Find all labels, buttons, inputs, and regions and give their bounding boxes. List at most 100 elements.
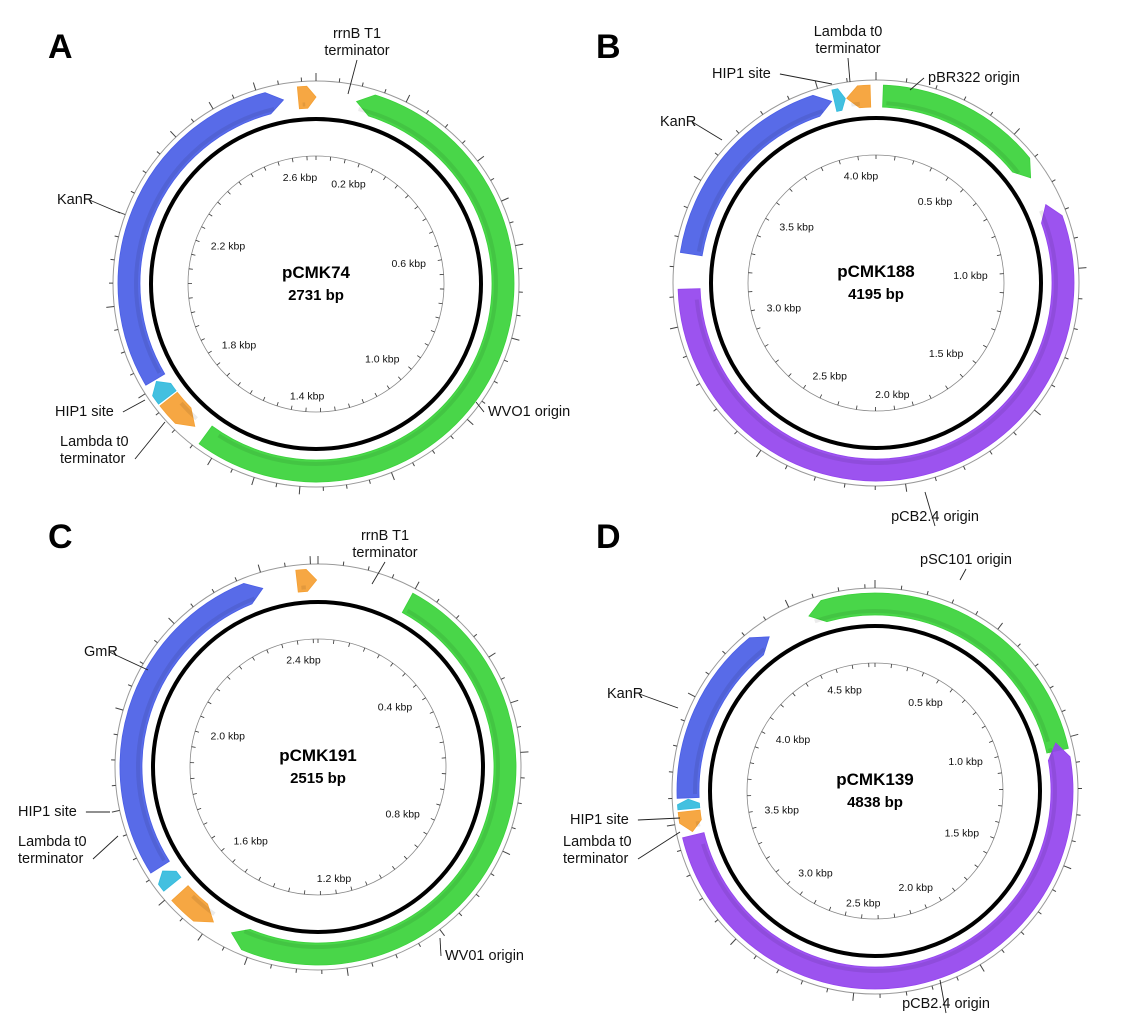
outer-tick	[1037, 911, 1042, 915]
outer-scale-ring	[114, 563, 522, 971]
inner-tick	[909, 909, 912, 914]
feature-shade	[134, 106, 275, 374]
tick-label: 2.2 kbp	[211, 241, 246, 253]
feature-pcb24	[677, 203, 1075, 482]
outer-tick	[695, 383, 700, 387]
inner-tick	[972, 202, 977, 207]
outer-tick	[698, 897, 703, 901]
label-leader-line	[89, 199, 121, 214]
feature-label-lambda: Lambda t0	[563, 834, 632, 850]
inner-tick	[200, 715, 205, 719]
outer-tick	[811, 593, 814, 598]
label-leader-line	[779, 73, 833, 85]
feature-kanr	[679, 94, 833, 257]
inner-tick	[195, 325, 200, 328]
inner-tick	[398, 376, 402, 380]
panel-letter: A	[48, 28, 73, 66]
inner-tick	[929, 394, 932, 399]
inner-tick	[435, 316, 440, 319]
inner-tick	[195, 239, 200, 242]
inner-tick	[374, 392, 378, 397]
outer-tick	[122, 834, 127, 837]
inner-tick	[422, 218, 427, 222]
inner-tick	[227, 676, 231, 680]
outer-tick	[687, 692, 696, 698]
outer-tick	[221, 946, 225, 951]
feature-label-hip1: HIP1 site	[55, 404, 114, 420]
outer-tick	[813, 476, 816, 481]
inner-tick	[430, 330, 435, 333]
outer-tick	[481, 400, 486, 404]
outer-tick	[905, 78, 908, 83]
inner-tick	[394, 185, 398, 189]
tick-label: 0.2 kbp	[331, 179, 366, 191]
outer-tick	[488, 652, 496, 658]
inner-tick	[761, 731, 766, 734]
feature-label-lambda: Lambda t0	[814, 24, 883, 40]
outer-tick	[511, 337, 520, 341]
outer-tick	[113, 733, 118, 736]
outer-tick	[490, 873, 495, 877]
inner-tick	[765, 217, 770, 221]
plasmid-map-b: B 0.5 kbp 1.0 kbp 1.5 kbp 2.0 kbp 2.5 kbp 3.0 …	[596, 24, 1087, 527]
outer-tick	[234, 577, 238, 582]
backbone-circle	[149, 117, 483, 451]
inner-tick	[764, 344, 769, 347]
outer-tick	[741, 632, 745, 636]
outer-tick	[395, 954, 398, 959]
inner-tick	[365, 881, 368, 886]
outer-tick	[158, 899, 166, 906]
panel-letter: C	[48, 518, 73, 556]
inner-tick	[835, 668, 838, 673]
outer-tick	[391, 574, 395, 579]
inner-tick	[828, 906, 832, 911]
inner-tick	[429, 711, 434, 714]
outer-tick	[784, 465, 788, 470]
inner-tick	[789, 188, 793, 192]
inner-tick	[238, 665, 243, 670]
inner-tick	[403, 855, 408, 860]
outer-tick	[138, 393, 146, 399]
inner-scale-ring	[746, 662, 1004, 920]
inner-tick	[439, 741, 444, 744]
inner-tick	[227, 191, 231, 195]
feature-label-kanr: KanR	[607, 686, 643, 702]
outer-tick	[963, 96, 967, 101]
feature-lambda	[171, 885, 215, 923]
outer-tick	[956, 976, 959, 981]
inner-tick	[379, 874, 382, 879]
outer-tick	[466, 418, 474, 426]
outer-tick	[509, 221, 514, 224]
feature-label-pcb24: pCB2.4 origin	[891, 509, 979, 525]
outer-tick	[170, 130, 177, 138]
outer-tick	[270, 964, 272, 969]
inner-tick	[424, 343, 429, 346]
inner-tick	[263, 166, 267, 171]
inner-tick	[750, 762, 755, 764]
inner-tick	[820, 167, 824, 172]
outer-tick	[1073, 236, 1078, 239]
inner-tick	[216, 362, 221, 366]
inner-tick	[906, 667, 909, 672]
outer-tick	[979, 964, 985, 972]
tick-label: 0.6 kbp	[392, 258, 427, 270]
inner-tick	[952, 887, 956, 892]
tick-label: 4.5 kbp	[827, 685, 862, 697]
inner-tick	[191, 311, 196, 314]
inner-tick	[981, 725, 986, 729]
outer-tick	[432, 450, 436, 454]
outer-tick	[713, 408, 717, 412]
tick-label: 0.5 kbp	[918, 196, 953, 208]
inner-tick	[390, 662, 394, 667]
label-leader-line	[637, 817, 681, 821]
inner-tick	[936, 679, 939, 684]
inner-tick	[972, 712, 977, 716]
inner-tick	[805, 682, 809, 687]
inner-tick	[377, 654, 380, 659]
outer-tick	[493, 380, 498, 384]
panel-letter: D	[596, 518, 621, 556]
outer-tick	[760, 110, 764, 115]
outer-scale-ring	[112, 80, 520, 488]
inner-tick	[912, 160, 915, 165]
outer-tick	[473, 633, 478, 638]
